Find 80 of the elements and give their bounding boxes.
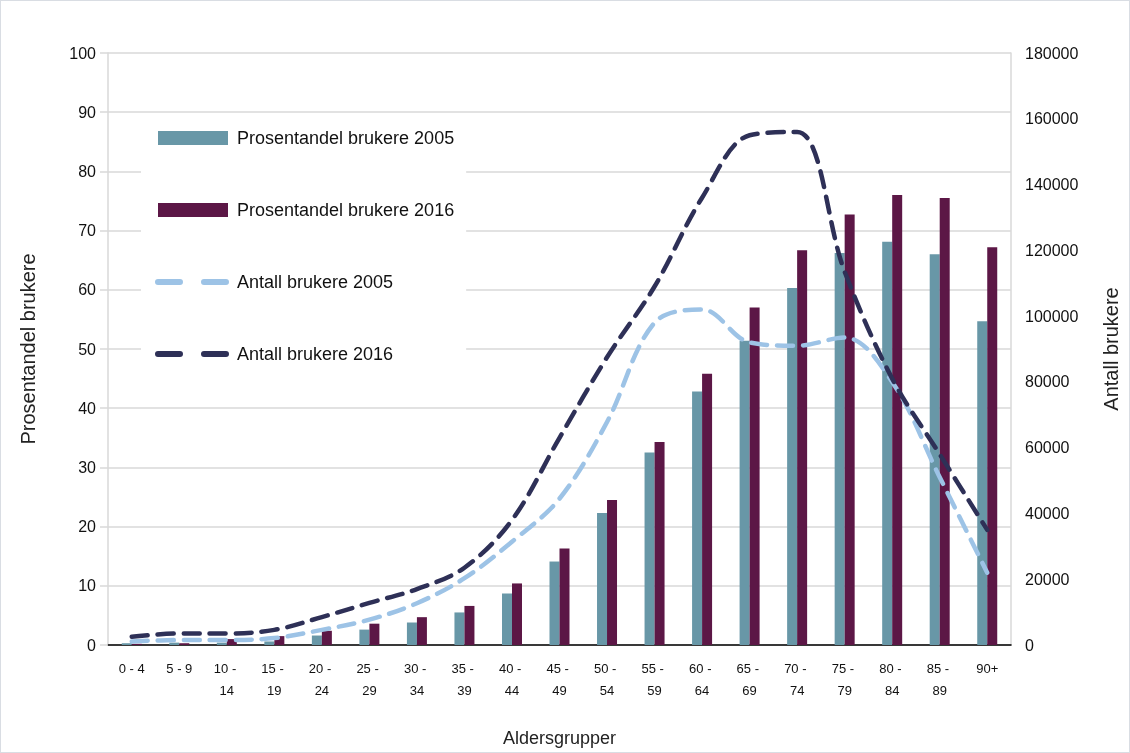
legend-label: Antall brukere 2016 (237, 344, 394, 364)
bar (939, 198, 950, 645)
bar (654, 441, 665, 645)
y2-tick-label: 20000 (1025, 570, 1070, 588)
y-tick-label: 30 (78, 458, 97, 476)
bar (321, 630, 332, 645)
y-tick-label: 80 (78, 162, 97, 180)
x-tick-label: 90+ (976, 660, 999, 676)
y2-tick-label: 100000 (1025, 307, 1079, 325)
y2-tick-label: 80000 (1025, 373, 1070, 391)
y2-tick-label: 40000 (1025, 504, 1070, 522)
y-axis-title: Prosentandel brukere (17, 253, 39, 445)
bar (834, 253, 845, 645)
y2-tick-label: 60000 (1025, 439, 1070, 457)
legend-label: Prosentandel brukere 2005 (237, 128, 455, 148)
bar (416, 617, 427, 645)
bar (892, 195, 903, 645)
bar (406, 622, 417, 645)
y-tick-label: 90 (78, 103, 97, 121)
y2-axis-title: Antall brukere (1100, 287, 1122, 411)
x-tick-label: 80 - 84 (879, 660, 906, 698)
bar (597, 512, 608, 645)
y2-tick-label: 160000 (1025, 110, 1079, 128)
bar (549, 561, 560, 645)
x-tick-label: 20 - 24 (308, 660, 335, 698)
bar (311, 635, 322, 645)
y-tick-label: 40 (78, 399, 97, 417)
x-tick-label: 55 - 59 (641, 660, 668, 698)
y2-tick-label: 0 (1025, 636, 1034, 654)
y2-tick-label: 180000 (1025, 44, 1079, 62)
bar (977, 321, 988, 645)
bar (559, 548, 570, 645)
x-tick-label: 0 - 4 (118, 660, 145, 676)
line-series (129, 129, 990, 640)
x-axis-title: Aldersgrupper (502, 728, 617, 748)
y-tick-label: 10 (78, 577, 97, 595)
x-tick-label: 5 - 9 (166, 660, 193, 676)
bar (739, 340, 750, 645)
bar (987, 247, 998, 645)
y-tick-label: 0 (87, 636, 97, 654)
bar (692, 391, 703, 645)
bar (369, 623, 380, 645)
bar (644, 452, 655, 645)
bar (359, 629, 370, 645)
x-tick-label: 75 - 79 (831, 660, 858, 698)
y-tick-label: 100 (69, 44, 97, 62)
x-tick-label: 70 - 74 (784, 660, 811, 698)
y-tick-label: 50 (78, 340, 97, 358)
bar (929, 254, 940, 645)
y-tick-label: 60 (78, 281, 97, 299)
bar (511, 583, 522, 645)
x-tick-label: 35 - 39 (451, 660, 478, 698)
y-tick-label: 20 (78, 518, 97, 536)
x-tick-label: 45 - 49 (546, 660, 573, 698)
bar (787, 288, 798, 645)
legend-label: Prosentandel brukere 2016 (237, 200, 455, 220)
bar (749, 307, 760, 645)
x-tick-label: 85 - 89 (926, 660, 953, 698)
x-tick-label: 65 - 69 (736, 660, 763, 698)
bar (264, 641, 275, 645)
bar (464, 605, 475, 645)
bar (501, 593, 512, 645)
y-tick-label: 70 (78, 222, 97, 240)
y2-tick-label: 120000 (1025, 241, 1079, 259)
x-tick-label: 30 - 34 (403, 660, 430, 698)
line-series (129, 307, 990, 644)
y2-tick-label: 140000 (1025, 176, 1079, 194)
bar (454, 612, 465, 645)
x-tick-label: 60 - 64 (689, 660, 716, 698)
bar (702, 373, 713, 645)
bar (882, 241, 893, 645)
x-tick-label: 15 - 19 (261, 660, 288, 698)
bar (844, 214, 855, 645)
x-tick-label: 10 - 14 (213, 660, 240, 698)
legend-label: Antall brukere 2005 (237, 272, 394, 292)
bar (607, 499, 618, 645)
x-tick-label: 25 - 29 (356, 660, 383, 698)
bar (797, 250, 808, 645)
x-tick-label: 40 - 44 (498, 660, 525, 698)
x-tick-label: 50 - 54 (594, 660, 621, 698)
